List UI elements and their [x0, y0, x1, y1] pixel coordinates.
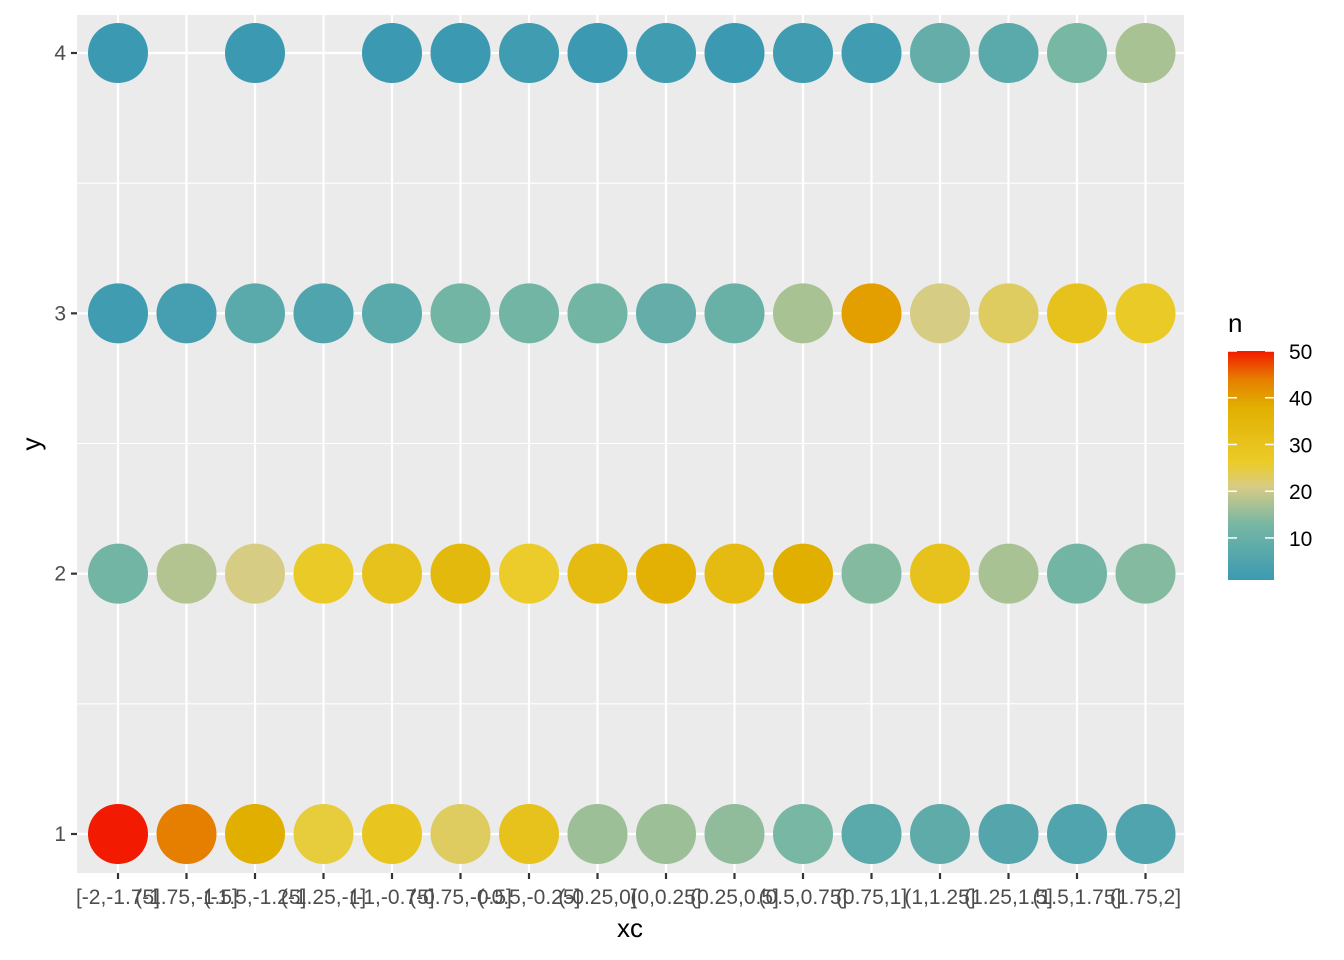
legend-colorbar — [1228, 351, 1274, 580]
legend-title: n — [1228, 308, 1242, 338]
data-point — [1047, 804, 1107, 864]
data-point — [978, 804, 1039, 864]
data-point — [567, 543, 628, 604]
legend-tick-label: 50 — [1289, 341, 1312, 364]
data-point — [499, 23, 559, 83]
x-tick-label: (0.25,0.5] — [690, 886, 779, 909]
data-point — [225, 283, 285, 344]
data-point — [773, 543, 833, 604]
data-point — [1115, 804, 1176, 864]
legend-ticks: 10 20 30 40 50 — [1228, 341, 1312, 551]
data-point — [1115, 23, 1176, 83]
data-point — [430, 543, 491, 604]
data-point — [1047, 543, 1107, 604]
x-tick-label: (1.25,1.5] — [964, 886, 1053, 909]
x-tick-label: (-1.25,-1] — [281, 886, 366, 909]
data-point — [225, 804, 285, 864]
x-tick-label: (0,0.25] — [630, 886, 701, 909]
data-point — [362, 804, 422, 864]
data-point — [704, 23, 765, 83]
data-point — [636, 23, 696, 83]
x-tick-label: (0.5,0.75] — [759, 886, 848, 909]
x-tick-label: (-0.25,0] — [558, 886, 636, 909]
data-point — [636, 283, 696, 344]
data-point — [636, 543, 696, 604]
x-tick-label: (-1.5,-1.25] — [204, 886, 307, 909]
data-point — [430, 23, 491, 83]
x-tick-label: (-1.75,-1.5] — [135, 886, 238, 909]
y-axis-title: y — [16, 438, 46, 451]
legend-tick-label: 20 — [1289, 481, 1312, 504]
data-point — [567, 804, 628, 864]
data-point — [567, 283, 628, 344]
data-point — [910, 283, 970, 344]
data-point — [293, 804, 354, 864]
x-tick-label: (1,1.25] — [904, 886, 975, 909]
data-point — [773, 804, 833, 864]
x-tick-label: (0.75,1] — [836, 886, 907, 909]
data-point — [88, 804, 148, 864]
legend-tick-label: 30 — [1289, 434, 1312, 457]
data-point — [1115, 283, 1176, 344]
x-axis: [-2,-1.75](-1.75,-1.5](-1.5,-1.25](-1.25… — [76, 873, 1181, 909]
data-point — [430, 804, 491, 864]
data-point — [978, 23, 1039, 83]
data-point — [636, 804, 696, 864]
data-point — [978, 543, 1039, 604]
data-point — [704, 543, 765, 604]
data-point — [225, 543, 285, 604]
data-point — [156, 283, 217, 344]
data-point — [1047, 283, 1107, 344]
data-point — [293, 543, 354, 604]
y-tick-label: 4 — [54, 42, 66, 65]
data-point — [841, 543, 902, 604]
x-tick-label: (-0.75,-0.5] — [409, 886, 512, 909]
data-point — [704, 804, 765, 864]
points-layer — [88, 23, 1176, 864]
major-gridlines — [77, 15, 1184, 873]
y-tick-label: 3 — [54, 302, 66, 325]
x-tick-label: (-1,-0.75] — [349, 886, 434, 909]
x-tick-label: (-0.5,-0.25] — [478, 886, 581, 909]
legend-tick-label: 40 — [1289, 388, 1312, 411]
y-axis: 1 2 3 4 — [54, 42, 77, 846]
data-point — [156, 543, 217, 604]
legend-tick-label: 10 — [1289, 528, 1312, 551]
color-legend: n 10 20 30 40 50 — [1228, 308, 1312, 580]
data-point — [362, 23, 422, 83]
x-axis-title: xc — [617, 913, 643, 943]
data-point — [841, 283, 902, 344]
data-point — [430, 283, 491, 344]
x-tick-label: (1.75,2] — [1110, 886, 1181, 909]
data-point — [841, 804, 902, 864]
minor-gridlines — [77, 182, 1184, 705]
data-point — [773, 23, 833, 83]
data-point — [704, 283, 765, 344]
data-point — [362, 283, 422, 344]
data-point — [1115, 543, 1176, 604]
data-point — [293, 283, 354, 344]
data-point — [841, 23, 902, 83]
data-point — [773, 283, 833, 344]
x-tick-label: [-2,-1.75] — [76, 886, 160, 909]
data-point — [88, 23, 148, 83]
y-tick-label: 2 — [54, 563, 66, 586]
data-point — [225, 23, 285, 83]
data-point — [156, 804, 217, 864]
data-point — [499, 543, 559, 604]
data-point — [910, 23, 970, 83]
data-point — [910, 543, 970, 604]
data-point — [910, 804, 970, 864]
data-point — [88, 283, 148, 344]
data-point — [362, 543, 422, 604]
data-point — [1047, 23, 1107, 83]
data-point — [567, 23, 628, 83]
data-point — [499, 804, 559, 864]
data-point — [978, 283, 1039, 344]
x-tick-label: (1.5,1.75] — [1033, 886, 1122, 909]
data-point — [499, 283, 559, 344]
y-tick-label: 1 — [54, 823, 66, 846]
data-point — [88, 543, 148, 604]
